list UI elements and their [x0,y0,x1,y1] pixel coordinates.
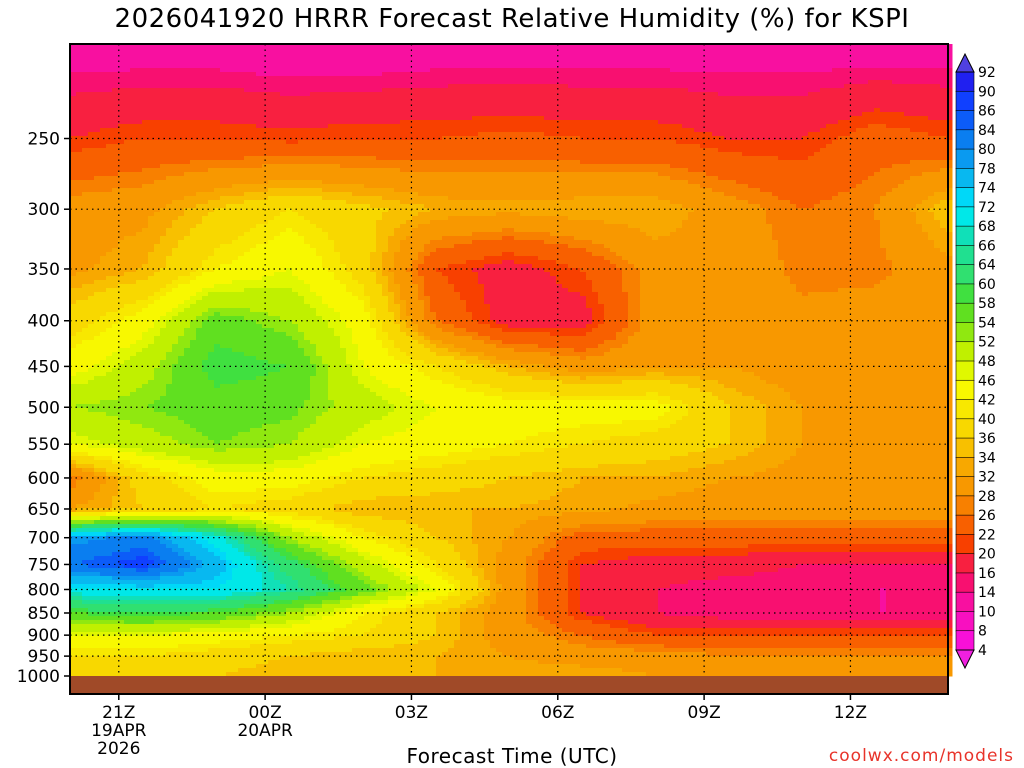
colorbar-segment [955,591,975,613]
colorbar-segment [955,379,975,401]
x-tick-label: 12Z [834,703,867,723]
colorbar-segment [955,553,975,574]
y-tick-label: 900 [28,626,60,646]
colorbar-segment [955,457,975,478]
y-tick-label: 350 [28,260,60,280]
credit-text: coolwx.com/models [829,746,1014,766]
colorbar-segment [955,129,975,150]
colorbar-segment [955,514,975,536]
y-tick-label: 250 [28,130,60,150]
y-tick-label: 750 [28,555,60,575]
colorbar-label: 4 [978,643,987,659]
x-tick-label: 2026 [97,739,140,759]
colorbar-label: 40 [978,412,996,428]
colorbar-label: 66 [978,238,996,254]
y-tick-label: 550 [28,435,60,455]
colorbar-segment [955,437,975,459]
colorbar-bottom-arrow [955,649,975,670]
x-tick-label: 09Z [687,703,720,723]
colorbar-segment [955,476,975,497]
x-tick-label: 00Z [248,703,281,723]
colorbar-label: 60 [978,277,996,293]
colorbar-label: 80 [978,142,996,158]
humidity-field [70,44,953,677]
y-tick-label: 600 [28,469,60,489]
colorbar-segment [955,534,975,555]
x-tick-label: 03Z [395,703,428,723]
colorbar-label: 54 [978,315,996,331]
plot-frame [69,43,949,695]
colorbar-label: 90 [978,84,996,100]
colorbar-top-arrow [955,52,975,73]
colorbar-label: 20 [978,547,996,563]
y-tick-label: 300 [28,200,60,220]
colorbar-segment [955,399,975,420]
colorbar-label: 34 [978,450,996,466]
colorbar-segment [955,360,975,381]
colorbar-segment [955,341,975,362]
x-tick-label: 20APR [237,721,293,741]
colorbar-label: 14 [978,585,996,601]
y-tick-label: 850 [28,604,60,624]
colorbar-label: 84 [978,123,996,139]
colorbar-label: 42 [978,393,996,409]
colorbar-label: 48 [978,354,996,370]
colorbar-segment [955,206,975,227]
y-tick-label: 650 [28,500,60,520]
colorbar-label: 64 [978,258,996,274]
x-tick-label: 06Z [541,703,574,723]
colorbar-segment [955,302,975,324]
colorbar-label: 22 [978,527,996,543]
colorbar-segment [955,322,975,343]
colorbar-label: 68 [978,219,996,235]
colorbar-segment [955,611,975,632]
y-tick-label: 800 [28,580,60,600]
chart-title: 2026041920 HRRR Forecast Relative Humidi… [0,4,1024,34]
colorbar-label: 10 [978,604,996,620]
y-axis: 2503003504004505005506006507007508008509… [17,130,70,687]
y-tick-label: 500 [28,398,60,418]
colorbar-segment [955,168,975,189]
y-tick-label: 700 [28,529,60,549]
colorbar-segment [955,148,975,170]
colorbar-label: 8 [978,624,987,640]
colorbar-label: 92 [978,65,996,81]
colorbar-label: 36 [978,431,996,447]
ground-strip [70,676,948,694]
colorbar-label: 46 [978,373,996,389]
colorbar-label: 74 [978,181,996,197]
colorbar-label: 16 [978,566,996,582]
colorbar-segment [955,245,975,266]
colorbar-label: 28 [978,489,996,505]
colorbar-label: 26 [978,508,996,524]
colorbar-segment [955,283,975,304]
colorbar-label: 86 [978,104,996,120]
colorbar-label: 58 [978,296,996,312]
colorbar-segment [955,495,975,516]
x-tick-label: 19APR [91,721,147,741]
colorbar-segment [955,90,975,112]
colorbar-segment [955,572,975,593]
colorbar-segment [955,264,975,285]
y-tick-label: 1000 [17,667,60,687]
colorbar-segment [955,187,975,208]
x-tick-label: 21Z [102,703,135,723]
colorbar-segment [955,71,975,92]
colorbar-label: 72 [978,200,996,216]
x-axis-label: Forecast Time (UTC) [0,744,1024,768]
colorbar-segment [955,418,975,439]
colorbar-label: 32 [978,470,996,486]
colorbar-segment [955,630,975,651]
y-tick-label: 950 [28,647,60,667]
colorbar-segment [955,110,975,131]
colorbar-label: 52 [978,335,996,351]
colorbar-segment [955,225,975,247]
y-tick-label: 450 [28,357,60,377]
grid-lines [70,44,948,676]
y-tick-label: 400 [28,312,60,332]
colorbar: 9290868480787472686664605854524846424036… [955,52,996,670]
colorbar-label: 78 [978,161,996,177]
